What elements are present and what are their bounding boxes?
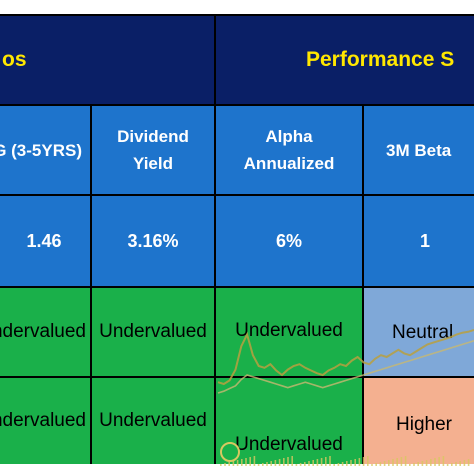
header-left-title: os [2,48,27,71]
row1-alpha: Undervalued [214,286,364,378]
row2-growth: ndervalued [0,376,92,466]
row2-dividend-text: Undervalued [99,410,207,431]
row2-growth-text: ndervalued [0,410,86,431]
value-beta: 1 [362,194,474,288]
value-dividend-yield: 3.16% [90,194,216,288]
header-right-title: Performance S [306,48,455,71]
column-header-growth-label: G (3-5YRS) [0,140,82,160]
row1-beta: Neutral [362,286,474,378]
value-growth-text: 1.46 [26,230,62,251]
row1-growth: ndervalued [0,286,92,378]
header-right: Performance S [214,14,474,106]
bottom-strip [0,464,474,474]
column-header-dividend-yield-label: Dividend Yield [117,127,189,173]
row2-beta-text: Higher [396,414,452,435]
row2-alpha-text: Undervalued [235,434,343,455]
column-header-beta: 3M Beta [362,104,474,196]
column-header-dividend-yield: Dividend Yield [90,104,216,196]
row2-beta: Higher [362,376,474,466]
row2-dividend: Undervalued [90,376,216,466]
column-header-alpha: Alpha Annualized [214,104,364,196]
value-growth: 1.46 [0,194,92,288]
row1-dividend-text: Undervalued [99,321,207,342]
value-alpha-text: 6% [275,230,302,251]
row1-dividend: Undervalued [90,286,216,378]
value-alpha: 6% [214,194,364,288]
row1-growth-text: ndervalued [0,321,86,342]
row2-alpha: Undervalued [214,376,364,466]
column-header-beta-label: 3M Beta [386,140,452,160]
column-header-growth: G (3-5YRS) [0,104,92,196]
row1-alpha-text: Undervalued [235,320,343,341]
row1-beta-text: Neutral [392,322,454,343]
header-left: os [0,14,216,106]
value-beta-text: 1 [420,230,431,251]
column-header-alpha-label: Alpha Annualized [243,127,335,173]
value-dividend-yield-text: 3.16% [127,230,179,251]
